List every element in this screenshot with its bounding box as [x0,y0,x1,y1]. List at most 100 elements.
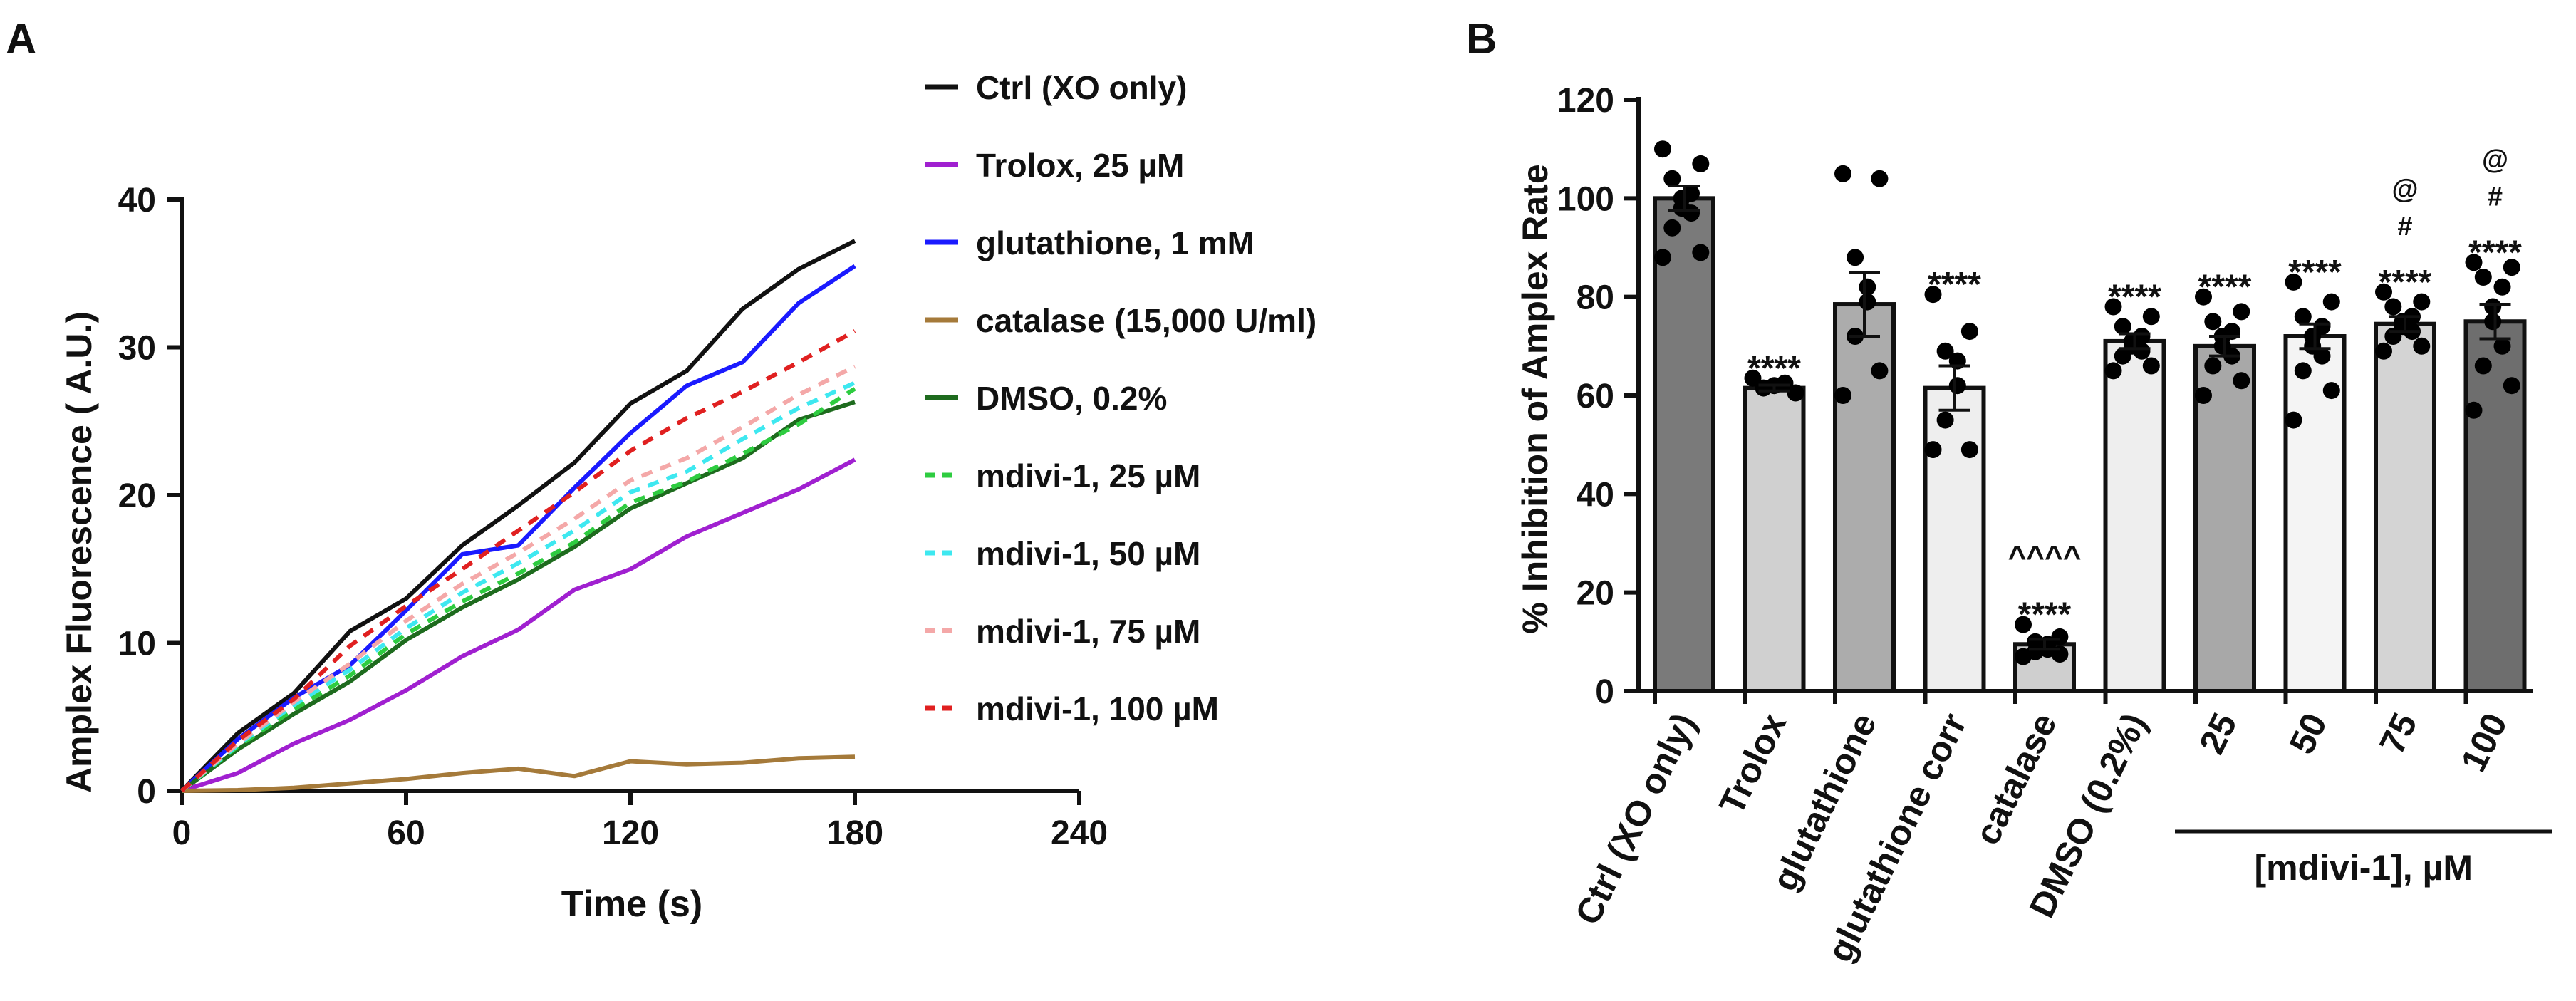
panel-b-data-point [1859,278,1876,296]
panel-b-data-point [1948,377,1966,395]
panel-b-data-point [1692,244,1710,261]
panel-b-category-label: 75 [2372,707,2425,760]
panel-b-data-point [1654,140,1671,158]
panel-b-data-point [1654,249,1671,266]
panel-a-series-line [181,754,856,793]
panel-b-data-point [2322,293,2340,311]
panel-b-data-point [2474,269,2492,286]
panel-a-legend: Ctrl (XO only) Trolox, 25 µM glutathione, … [925,69,1316,727]
panel-a-series-line [180,364,856,793]
panel-b-bar [1743,385,1806,693]
panel-b-annotation: # [2397,212,2412,242]
panel-a-legend-entry: mdivi-1, 25 µM [976,457,1200,494]
panel-b-data-point [1692,155,1710,172]
panel-b-data-point [2294,308,2312,326]
panel-b-label: B [1466,15,1497,63]
panel-b-data-point [1924,286,1942,304]
panel-b-data-point [2465,401,2483,419]
panel-b-y-tick-label: 0 [1595,673,1614,711]
panel-b-data-point [2493,278,2511,296]
panel-b-y-tick-label: 20 [1577,575,1614,613]
panel-b-bar [2374,321,2436,694]
panel-b-data-point [2142,308,2160,326]
panel-b-annotation: **** [2198,269,2252,306]
panel-b-category-labels: Ctrl (XO only) Troloxglutathioneglutathio… [1567,707,2515,968]
panel-b-y-tick-label: 120 [1557,82,1614,120]
panel-b-axes [1624,97,2533,704]
panel-a-series-lines [180,239,856,793]
panel-b-data-point [2285,273,2302,291]
panel-b-data-point [2204,357,2222,375]
panel-a-axes [167,197,1081,805]
panel-b-data-point [1936,411,1954,429]
panel-a-y-tick-label: 30 [118,330,156,368]
panel-b-category-label: 50 [2282,707,2335,760]
panel-a-label: A [6,15,36,63]
panel-b-data-point [2104,362,2122,380]
panel-b-data-point [2015,616,2032,633]
panel-b-data-point [2375,283,2392,301]
panel-b-data-point [2413,293,2431,311]
panel-b-y-axis-label: % Inhibition of Amplex Rate [1515,164,1555,633]
panel-b-category-label: 100 [2453,707,2515,778]
panel-a-legend-entry: catalase (15,000 U/ml) [976,302,1316,339]
panel-b-data-point [2413,337,2431,355]
panel-a-x-axis-label: Time (s) [561,883,702,925]
panel-b-annotation: **** [2379,264,2432,301]
panel-a-legend-entry: Ctrl (XO only) [976,69,1187,106]
panel-a-y-axis-label: Amplex Fluorescence ( A.U.) [59,311,99,793]
panel-b-data-point [2484,313,2502,331]
panel-b-data-point [2233,372,2250,390]
panel-b-data-point [1936,342,1954,360]
panel-b-data-point [2375,342,2392,360]
panel-b-data-point [1871,170,1889,187]
panel-b-bar [2103,338,2166,693]
panel-b-data-point [2484,298,2502,316]
panel-a-line-chart: A 0 10 20 30 40 0 60 120 180 240 Amplex Fluoresc… [6,15,1316,925]
panel-a-series-line [180,387,856,793]
panel-a-y-tick-label: 0 [137,773,156,811]
panel-b-data-point [2195,387,2212,404]
panel-a-legend-entry: glutathione, 1 mM [976,224,1255,261]
panel-b-annotation: **** [2288,254,2342,291]
panel-b-error-bars [1668,185,2511,651]
panel-b-data-point [2322,382,2340,400]
panel-b-data-point [2503,259,2520,276]
panel-b-data-point [1960,323,1978,341]
panel-b-data-point [1871,362,1889,380]
panel-b-data-point [1787,384,1804,402]
panel-b-data-point [2285,411,2302,429]
panel-b-significance-annotations: **** **** **** ^^^^ **** **** **** **** # @ **** # @ [1747,145,2522,633]
panel-b-annotation: **** [2468,234,2522,271]
panel-b-annotation: @ [2482,145,2508,175]
panel-b-data-point [1663,170,1681,187]
panel-a-x-tick-label: 0 [172,814,192,852]
panel-b-data-point [1834,387,1852,404]
panel-b-category-label: Trolox [1711,707,1794,821]
panel-b-annotation: ^^^^ [2008,540,2082,575]
panel-b-annotation: **** [2018,596,2072,634]
panel-b-annotation: # [2488,182,2503,212]
panel-a-series-line [180,400,856,793]
panel-b-data-point [2104,298,2122,316]
panel-b-y-tick-label: 100 [1557,180,1614,218]
panel-b-data-point [2384,298,2402,316]
panel-b-y-tick-label: 60 [1577,378,1614,415]
panel-a-x-tick-label: 120 [602,814,659,852]
panel-a-y-tick-label: 20 [118,477,156,515]
panel-b-data-point [1683,204,1700,222]
panel-b-data-point [1663,219,1681,237]
panel-b-data-point [2465,254,2483,271]
panel-b-data-point [2474,357,2492,375]
panel-b-bar [2463,319,2527,693]
panel-b-data-point [2114,347,2131,365]
panel-b-bar [1653,196,1715,694]
panel-b-group-bracket-label: [mdivi-1], µM [2254,848,2473,888]
panel-a-x-tick-label: 240 [1051,814,1108,852]
panel-a-y-tick-labels: 0 10 20 30 40 [118,182,156,811]
panel-a-series-line [180,380,856,793]
panel-b-bar [1923,385,1986,693]
panel-a-x-tick-labels: 0 60 120 180 240 [172,814,1108,852]
